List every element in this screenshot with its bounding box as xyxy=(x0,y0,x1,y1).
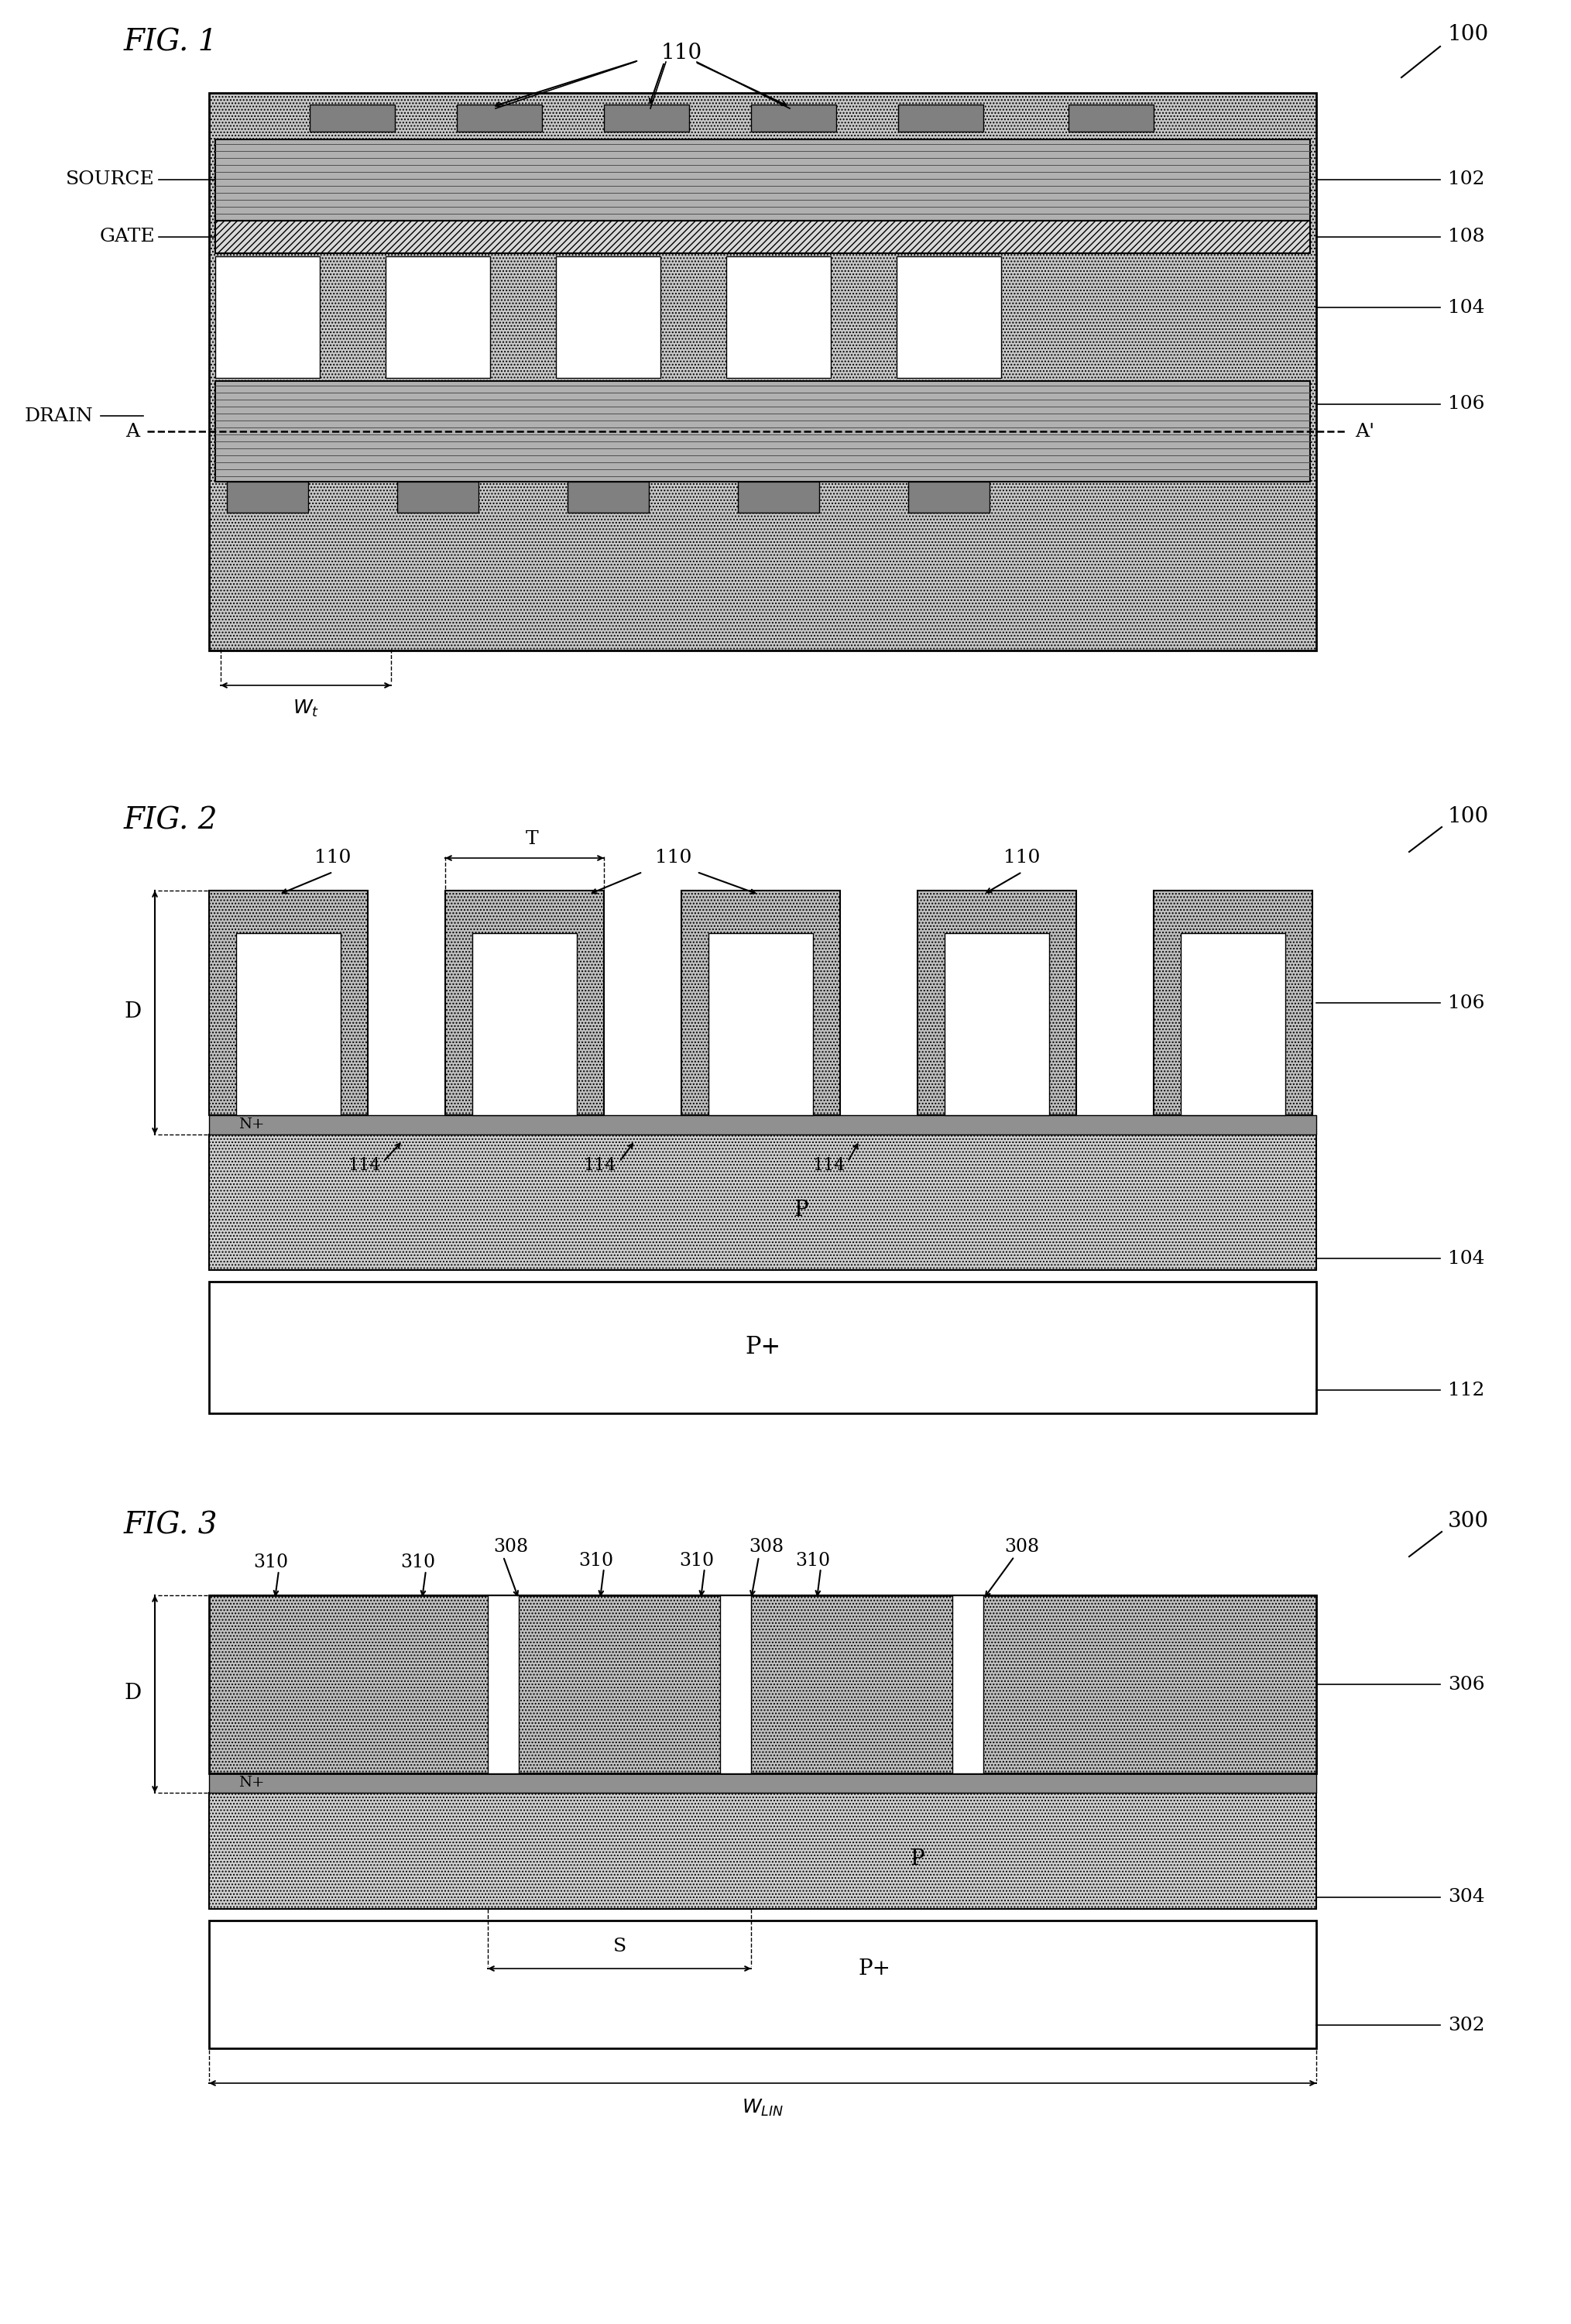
Bar xyxy=(738,481,818,514)
Text: GATE: GATE xyxy=(99,228,156,246)
Bar xyxy=(385,256,490,379)
Text: 310: 310 xyxy=(679,1552,715,1569)
Text: 304: 304 xyxy=(1448,1889,1485,1906)
Bar xyxy=(215,256,320,379)
Bar xyxy=(709,934,812,1116)
Text: 302: 302 xyxy=(1448,2017,1485,2034)
Bar xyxy=(209,890,368,1116)
Text: 104: 104 xyxy=(1448,1250,1485,1267)
Bar xyxy=(445,890,603,1116)
Bar xyxy=(457,105,542,132)
Text: 100: 100 xyxy=(1448,806,1489,827)
Bar xyxy=(917,890,1076,1116)
Text: 306: 306 xyxy=(1448,1676,1485,1694)
Text: A': A' xyxy=(1354,423,1375,439)
Text: 310: 310 xyxy=(795,1552,831,1569)
Bar xyxy=(209,1134,1316,1269)
Text: P+: P+ xyxy=(745,1336,781,1360)
Text: T: T xyxy=(525,830,539,848)
Text: D: D xyxy=(124,1002,141,1023)
Text: 110: 110 xyxy=(1004,848,1040,867)
Text: FIG. 3: FIG. 3 xyxy=(124,1511,218,1541)
Bar xyxy=(720,1594,751,1773)
Bar xyxy=(215,139,1310,221)
Bar xyxy=(209,1116,1316,1134)
Text: 310: 310 xyxy=(253,1555,289,1571)
Text: 308: 308 xyxy=(1004,1538,1040,1557)
Bar xyxy=(473,934,577,1116)
Text: 114: 114 xyxy=(347,1157,380,1174)
Text: P: P xyxy=(795,1199,809,1220)
Bar xyxy=(209,1594,1316,1773)
Bar xyxy=(952,1594,983,1773)
Text: 114: 114 xyxy=(584,1157,616,1174)
Text: $W_t$: $W_t$ xyxy=(292,700,319,718)
Text: 110: 110 xyxy=(314,848,352,867)
Bar xyxy=(899,105,983,132)
Text: A: A xyxy=(126,423,140,439)
Text: 110: 110 xyxy=(655,848,691,867)
Bar xyxy=(603,105,690,132)
Text: D: D xyxy=(124,1683,141,1703)
Bar xyxy=(751,105,836,132)
Bar xyxy=(209,1792,1316,1908)
Bar xyxy=(1068,105,1153,132)
Bar xyxy=(897,256,1001,379)
Bar xyxy=(236,934,341,1116)
Bar xyxy=(215,381,1310,481)
Bar xyxy=(209,93,1316,651)
Text: 310: 310 xyxy=(401,1555,435,1571)
Text: SOURCE: SOURCE xyxy=(66,170,156,188)
Bar xyxy=(309,105,394,132)
Bar xyxy=(397,481,479,514)
Text: P+: P+ xyxy=(859,1959,891,1980)
Text: FIG. 1: FIG. 1 xyxy=(124,28,218,56)
Text: 110: 110 xyxy=(661,42,702,63)
Text: 100: 100 xyxy=(1448,23,1489,44)
Bar xyxy=(226,481,308,514)
Bar xyxy=(556,256,660,379)
Text: 112: 112 xyxy=(1448,1380,1485,1399)
Text: 106: 106 xyxy=(1448,995,1485,1011)
Bar xyxy=(1153,890,1312,1116)
Bar xyxy=(908,481,990,514)
Text: N+: N+ xyxy=(239,1776,264,1789)
Text: 104: 104 xyxy=(1448,297,1485,316)
Text: P: P xyxy=(910,1848,925,1868)
Bar xyxy=(215,221,1310,253)
Text: DRAIN: DRAIN xyxy=(24,407,93,425)
Text: $W_{LIN}$: $W_{LIN}$ xyxy=(742,2099,784,2117)
Text: 300: 300 xyxy=(1448,1511,1489,1532)
Text: 308: 308 xyxy=(493,1538,528,1557)
Text: 114: 114 xyxy=(812,1157,845,1174)
Text: 310: 310 xyxy=(578,1552,614,1569)
Bar xyxy=(682,890,840,1116)
Text: 102: 102 xyxy=(1448,170,1485,188)
Bar xyxy=(487,1594,518,1773)
Text: FIG. 2: FIG. 2 xyxy=(124,806,218,834)
Bar xyxy=(726,256,831,379)
Text: 308: 308 xyxy=(749,1538,784,1557)
Text: N+: N+ xyxy=(239,1118,264,1132)
Text: S: S xyxy=(613,1938,627,1957)
Text: 108: 108 xyxy=(1448,228,1485,246)
Bar xyxy=(944,934,1049,1116)
Bar xyxy=(209,1920,1316,2047)
Text: 106: 106 xyxy=(1448,395,1485,414)
Bar xyxy=(567,481,649,514)
Bar xyxy=(1181,934,1285,1116)
Bar xyxy=(209,1281,1316,1413)
Bar xyxy=(209,1773,1316,1792)
